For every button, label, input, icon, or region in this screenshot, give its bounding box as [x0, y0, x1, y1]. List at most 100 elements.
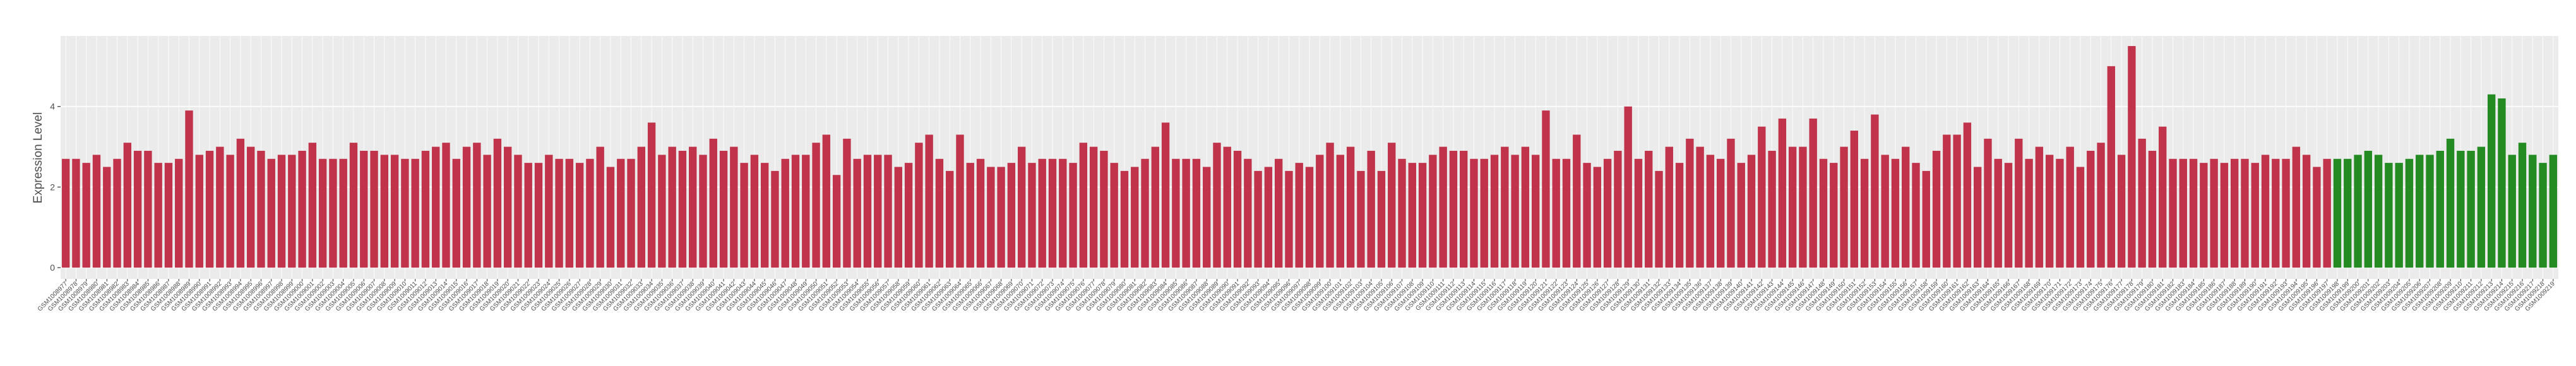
- bar: [2066, 146, 2074, 268]
- bar: [226, 155, 234, 268]
- bar: [853, 158, 861, 268]
- bar: [380, 155, 389, 268]
- bar: [1100, 150, 1108, 268]
- bar: [1439, 146, 1447, 268]
- bar: [1418, 163, 1427, 268]
- bar: [1511, 155, 1519, 268]
- bar: [1182, 158, 1190, 268]
- bar: [709, 138, 717, 268]
- bar: [534, 163, 543, 268]
- bar: [1028, 163, 1036, 268]
- bar: [997, 167, 1005, 268]
- bar: [976, 158, 985, 268]
- bar: [92, 155, 101, 268]
- bar: [2436, 150, 2444, 268]
- bar: [432, 146, 440, 268]
- bar: [750, 155, 759, 268]
- bar: [1819, 158, 1828, 268]
- bar: [1223, 146, 1231, 268]
- bar: [2251, 163, 2259, 268]
- bar: [2128, 45, 2136, 268]
- bar: [1799, 146, 1807, 268]
- bar: [164, 163, 173, 268]
- bar: [1449, 150, 1458, 268]
- bar: [257, 150, 265, 268]
- bar: [1696, 146, 1704, 268]
- bar: [483, 155, 491, 268]
- bar: [154, 163, 162, 268]
- bar: [1079, 143, 1088, 268]
- bar: [2004, 163, 2013, 268]
- bar: [1902, 146, 1910, 268]
- bar: [2097, 143, 2105, 268]
- bar: [2446, 138, 2455, 268]
- bar: [1932, 150, 1941, 268]
- bar: [730, 146, 738, 268]
- bar: [1603, 158, 1612, 268]
- bar: [277, 155, 286, 268]
- bar: [2395, 163, 2403, 268]
- bar: [1089, 146, 1098, 268]
- bar: [1316, 155, 1324, 268]
- y-tick-label: 4: [50, 102, 55, 112]
- bar: [1490, 155, 1499, 268]
- bar: [2076, 167, 2085, 268]
- bar: [2313, 167, 2321, 268]
- bar: [401, 158, 409, 268]
- bar: [2200, 163, 2208, 268]
- bar: [1398, 158, 1406, 268]
- bar: [565, 158, 574, 268]
- bar: [1788, 146, 1797, 268]
- bar: [2333, 158, 2342, 268]
- bar: [699, 155, 707, 268]
- bar: [1614, 150, 1622, 268]
- bar: [1264, 167, 1273, 268]
- bar: [1809, 118, 1817, 268]
- bar: [2015, 138, 2023, 268]
- bar: [2477, 146, 2486, 268]
- y-axis-label: Expression Level: [32, 112, 45, 204]
- bar: [1048, 158, 1057, 268]
- bar: [514, 155, 522, 268]
- bar: [1542, 110, 1550, 268]
- bar: [442, 143, 450, 268]
- bar: [1860, 158, 1869, 268]
- bar: [555, 158, 563, 268]
- bar: [2241, 158, 2249, 268]
- bar: [1562, 158, 1571, 268]
- bar: [339, 158, 347, 268]
- bar: [1768, 150, 1776, 268]
- bar: [1717, 158, 1725, 268]
- bar: [421, 150, 430, 268]
- bar: [760, 163, 769, 268]
- bar: [329, 158, 337, 268]
- bar: [2035, 146, 2044, 268]
- bar: [390, 155, 399, 268]
- bar: [802, 155, 810, 268]
- bar: [2508, 155, 2516, 268]
- bar: [2426, 155, 2434, 268]
- bar: [771, 170, 779, 268]
- bar: [2354, 155, 2362, 268]
- bar: [318, 158, 327, 268]
- bar: [2374, 155, 2383, 268]
- bar: [2487, 94, 2496, 268]
- bar: [2230, 158, 2239, 268]
- bar: [812, 143, 820, 268]
- bar: [1984, 138, 1992, 268]
- bar: [596, 146, 604, 268]
- bar: [822, 134, 831, 268]
- bar: [1038, 158, 1046, 268]
- bar: [1922, 170, 1930, 268]
- bar: [185, 110, 193, 268]
- bar: [82, 163, 90, 268]
- bar: [1552, 158, 1560, 268]
- bar: [2405, 158, 2414, 268]
- bar: [2272, 158, 2280, 268]
- y-tick-label: 0: [50, 263, 55, 273]
- bar: [575, 163, 584, 268]
- bar: [144, 150, 152, 268]
- bar: [195, 155, 203, 268]
- bar: [1994, 158, 2002, 268]
